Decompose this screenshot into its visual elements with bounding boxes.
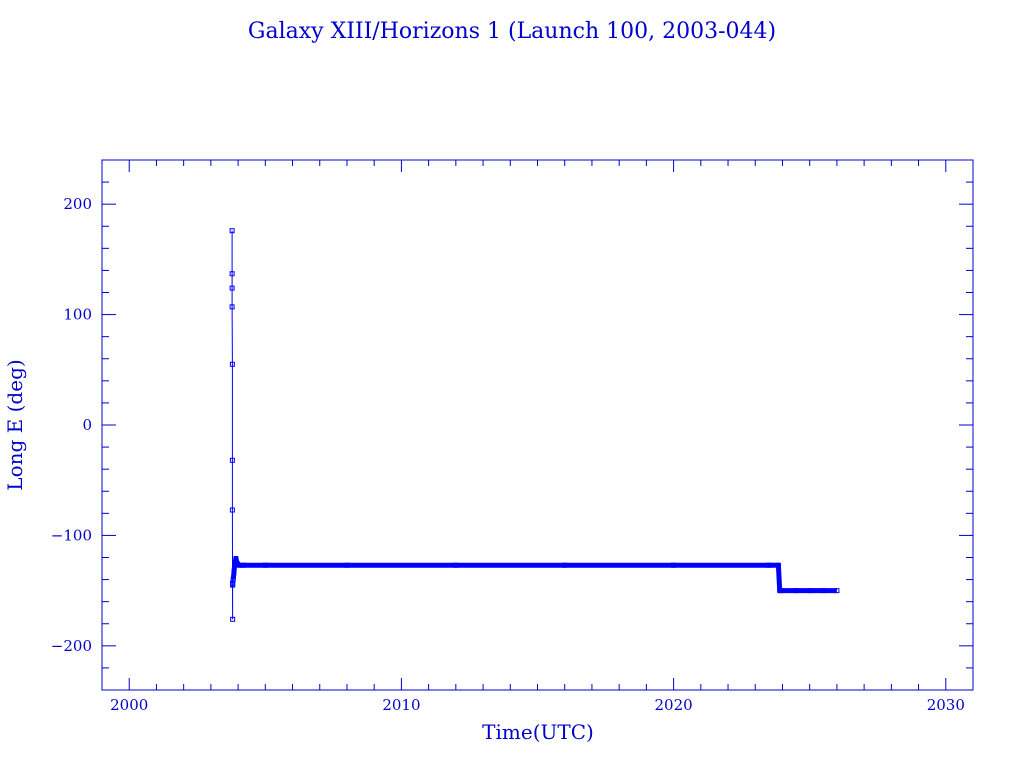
data-point bbox=[233, 556, 239, 562]
data-point bbox=[229, 228, 235, 234]
y-axis: 200 100 0 −100 −200 bbox=[51, 181, 973, 669]
x-tick-label: 2030 bbox=[927, 696, 965, 714]
data-point bbox=[779, 588, 785, 594]
data-point bbox=[230, 582, 236, 588]
data-point bbox=[820, 588, 826, 594]
data-point bbox=[671, 562, 677, 568]
data-point bbox=[807, 588, 813, 594]
data-point bbox=[777, 588, 783, 594]
data-point bbox=[344, 562, 350, 568]
y-axis-label: Long E (deg) bbox=[3, 359, 27, 490]
chart-title: Galaxy XIII/Horizons 1 (Launch 100, 2003… bbox=[248, 19, 776, 44]
x-tick-label: 2020 bbox=[655, 696, 693, 714]
series-layer bbox=[229, 228, 840, 622]
data-point bbox=[231, 569, 237, 575]
data-point bbox=[229, 285, 235, 291]
x-tick-label: 2000 bbox=[110, 696, 148, 714]
data-point bbox=[229, 271, 235, 277]
data-point bbox=[229, 361, 235, 367]
y-tick-label: −100 bbox=[51, 526, 92, 544]
data-point bbox=[229, 507, 235, 513]
data-point bbox=[241, 562, 247, 568]
x-axis-label: Time(UTC) bbox=[482, 720, 594, 744]
y-tick-label: −200 bbox=[51, 637, 92, 655]
data-point bbox=[834, 588, 840, 594]
y-tick-label: 0 bbox=[82, 416, 92, 434]
x-tick-label: 2010 bbox=[382, 696, 420, 714]
y-tick-label: 100 bbox=[63, 306, 92, 324]
y-tick-label: 200 bbox=[63, 195, 92, 213]
data-point bbox=[775, 562, 781, 568]
data-point bbox=[453, 562, 459, 568]
data-point bbox=[230, 616, 236, 622]
data-point bbox=[262, 562, 268, 568]
x-axis: 2000 2010 2020 2030 bbox=[101, 160, 974, 714]
data-point bbox=[230, 577, 236, 583]
data-point bbox=[562, 562, 568, 568]
data-point bbox=[766, 562, 772, 568]
data-point bbox=[793, 588, 799, 594]
data-point bbox=[229, 457, 235, 463]
series-line-station bbox=[230, 556, 837, 594]
data-point bbox=[229, 304, 235, 310]
